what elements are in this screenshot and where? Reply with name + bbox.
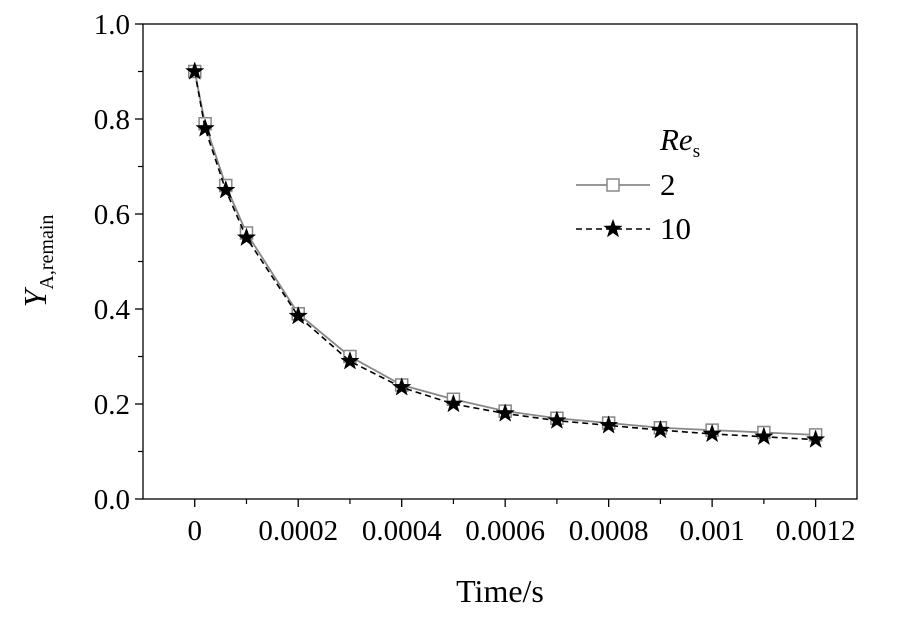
data-point: [598, 415, 619, 434]
x-axis-label: Time/s: [456, 573, 544, 609]
y-tick-label: 0.8: [94, 104, 130, 136]
series-line: [193, 71, 816, 441]
legend-label-2: 2: [660, 167, 676, 202]
x-tick-label: 0.0008: [569, 515, 649, 547]
data-point: [702, 423, 722, 443]
legend: Res 2 10: [576, 122, 700, 246]
x-tick-label: 0.0004: [362, 515, 442, 547]
y-tick-label: 0.2: [94, 389, 130, 421]
legend-title-sub: s: [693, 141, 700, 162]
x-tick-label: 0: [187, 515, 202, 547]
series-line: [193, 71, 816, 436]
data-point: [754, 426, 774, 446]
x-tick-label: 0.0002: [258, 515, 338, 547]
x-tick-label: 0.0012: [776, 515, 856, 547]
data-point: [547, 410, 567, 429]
legend-marker-2: [606, 178, 620, 192]
y-tick-label: 0.4: [94, 294, 131, 326]
data-point: [650, 419, 671, 439]
y-tick-label: 0.0: [94, 484, 130, 516]
data-point: [195, 118, 215, 137]
y-axis-label-main: Y: [17, 286, 53, 307]
data-point: [340, 350, 360, 370]
data-point: [495, 403, 515, 422]
data-point: [288, 305, 308, 325]
x-tick-label: 0.0006: [465, 515, 545, 547]
plot-frame: [142, 23, 858, 500]
series-10: [184, 61, 826, 448]
legend-marker-10: [603, 218, 623, 238]
legend-title-main: Re: [659, 122, 693, 157]
y-axis-label-sub: A,remain: [36, 215, 58, 290]
data-point: [184, 61, 205, 80]
data-point: [805, 429, 826, 448]
series-2: [187, 64, 823, 442]
data-point: [443, 393, 464, 413]
series-layer: [184, 61, 826, 448]
legend-title: Res: [659, 122, 700, 162]
data-point: [216, 179, 236, 199]
y-tick-label: 0.6: [94, 199, 130, 231]
axes: 0 0.0002 0.0004 0.0006 0.0008 0.001 0.0012 0.0 0…: [94, 9, 858, 547]
x-tick-label: 0.001: [680, 515, 745, 547]
data-point: [391, 377, 412, 396]
y-axis-label: YA,remain: [17, 215, 58, 308]
y-tick-label: 1.0: [94, 9, 130, 41]
legend-label-10: 10: [660, 211, 691, 246]
data-point: [236, 227, 257, 247]
